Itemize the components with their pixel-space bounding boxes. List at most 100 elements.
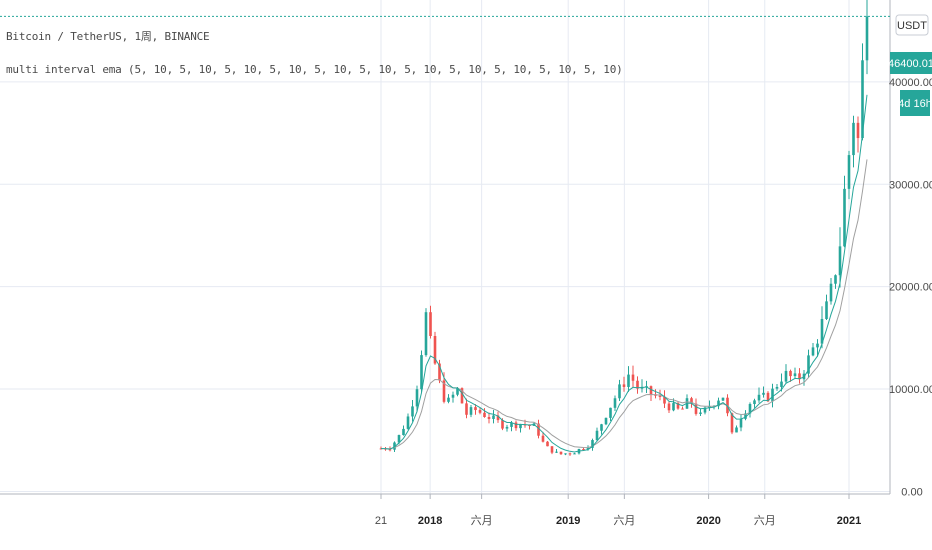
y-tick-label: 10000.00 — [889, 384, 932, 396]
candle-body — [388, 449, 392, 451]
candle-body — [658, 395, 662, 397]
candle-body — [834, 275, 837, 284]
candle-body — [807, 355, 810, 374]
candle-body — [514, 422, 518, 429]
candle-body — [793, 373, 797, 377]
candle-body — [541, 435, 545, 442]
x-tick-label: 六月 — [613, 514, 635, 527]
candle-body — [424, 312, 428, 356]
candle-body — [528, 425, 531, 427]
countdown-badge: 4d 16h — [898, 90, 932, 116]
candle-body — [843, 188, 846, 247]
candle-body — [730, 413, 734, 433]
candle-body — [438, 363, 441, 381]
candle-body — [699, 412, 702, 414]
candle-body — [586, 447, 590, 450]
candle-body — [559, 451, 563, 455]
candle-body — [447, 397, 450, 402]
candle-body — [820, 318, 824, 344]
x-tick-label: 2018 — [418, 515, 442, 527]
indicator-legend[interactable]: multi interval ema (5, 10, 5, 10, 5, 10,… — [6, 63, 623, 76]
candle-body — [465, 403, 468, 415]
candle-body — [636, 380, 639, 389]
candle-body — [492, 415, 495, 419]
y-tick-label: 20000.00 — [889, 282, 932, 294]
candle-body — [703, 407, 707, 413]
candle-body — [393, 442, 396, 450]
candle-body — [744, 413, 747, 419]
candle-body — [460, 388, 464, 404]
candle-body — [775, 386, 779, 389]
candle-body — [622, 384, 626, 387]
candle-body — [397, 435, 401, 443]
candle-body — [690, 398, 693, 404]
candle-body — [510, 422, 513, 427]
candle-body — [415, 389, 419, 407]
candle-body — [469, 407, 473, 415]
x-tick-label: 六月 — [471, 514, 493, 527]
candle-body — [667, 403, 671, 411]
candle-body — [757, 394, 761, 401]
candle-body — [478, 410, 482, 413]
candle-body — [838, 246, 842, 276]
countdown-badge-bg — [900, 90, 930, 116]
candle-body — [766, 392, 770, 402]
countdown-label: 4d 16h — [898, 98, 932, 110]
ema-slow-line — [380, 159, 868, 450]
candle-body — [694, 403, 698, 414]
candle-body — [672, 403, 675, 411]
candle-body — [564, 453, 567, 455]
candle-body — [852, 122, 855, 156]
candle-body — [829, 283, 833, 302]
candle-body — [649, 386, 653, 395]
candle-body — [600, 424, 603, 431]
candle-body — [618, 384, 621, 399]
candle-body — [811, 347, 815, 356]
candle-body — [798, 373, 801, 380]
x-tick-label: 2021 — [837, 515, 861, 527]
currency-button[interactable]: USDT — [895, 14, 929, 36]
candle-body — [546, 441, 549, 447]
last-price-badge: 46400.01 — [888, 52, 932, 74]
time-axis[interactable]: 21 2018 六月 2019 六月 2020 六月 2021 — [375, 494, 861, 527]
candle-body — [613, 398, 617, 408]
ema-fast-line — [380, 94, 868, 453]
candle-body — [442, 380, 446, 402]
candle-body — [681, 408, 684, 410]
x-tick-label: 2019 — [556, 515, 580, 527]
x-tick-label: 21 — [375, 515, 387, 527]
candle-body — [604, 417, 608, 425]
candle-body — [739, 418, 743, 428]
price-axis[interactable]: 0.00 10000.00 20000.00 30000.00 40000.00 — [889, 77, 932, 499]
candle-body — [595, 430, 599, 441]
y-tick-label: 40000.00 — [889, 77, 932, 89]
candle-body — [780, 381, 783, 387]
currency-label: USDT — [897, 20, 927, 32]
candle-body — [789, 370, 792, 377]
candle-body — [573, 453, 576, 455]
last-price-badge-bg — [890, 52, 932, 74]
candle-body — [708, 406, 711, 408]
candle-body — [420, 355, 423, 390]
chart-grid — [0, 0, 890, 494]
candle-body — [717, 400, 720, 407]
y-tick-label: 0.00 — [901, 486, 922, 498]
candle-body — [487, 417, 491, 419]
symbol-legend[interactable]: Bitcoin / TetherUS, 1周, BINANCE — [6, 30, 210, 43]
candle-body — [568, 453, 572, 455]
candle-body — [847, 155, 851, 189]
y-tick-label: 30000.00 — [889, 179, 932, 191]
candle-body — [501, 420, 504, 429]
candle-body — [856, 122, 860, 139]
candle-body — [825, 301, 828, 319]
candle-body — [429, 312, 432, 337]
candle-body — [456, 388, 459, 395]
candle-body — [609, 407, 612, 418]
x-tick-label: 2020 — [696, 515, 720, 527]
candle-body — [591, 440, 594, 448]
candle-body — [735, 427, 738, 433]
last-price-label: 46400.01 — [888, 58, 932, 70]
candle-body — [748, 404, 752, 414]
candle-body — [411, 406, 414, 417]
